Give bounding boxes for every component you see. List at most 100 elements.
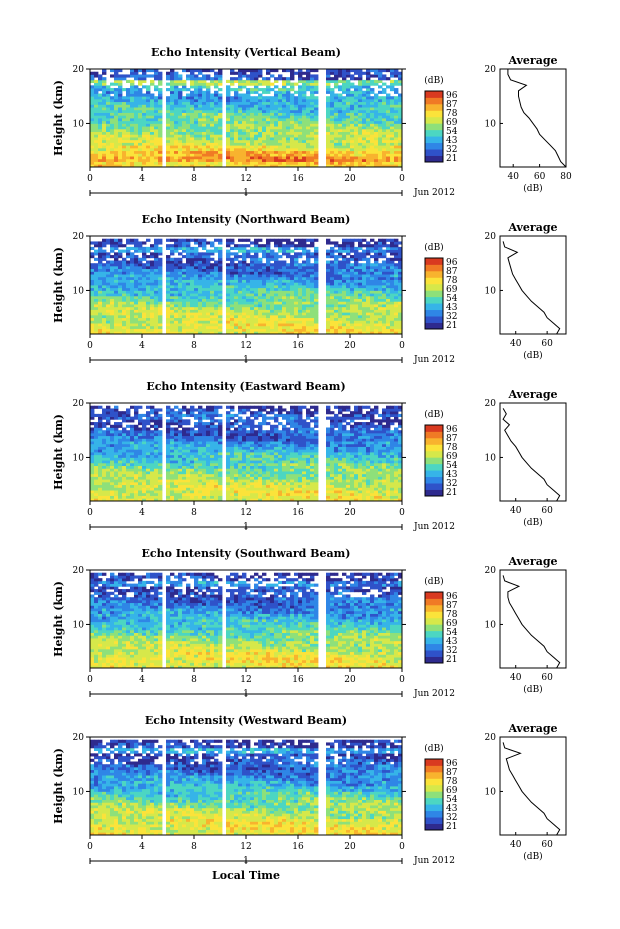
heatmap-cell: [242, 120, 247, 124]
heatmap-cell: [218, 109, 223, 113]
heatmap-cell: [198, 314, 203, 319]
heatmap-cell: [398, 134, 403, 138]
heatmap-cell: [278, 123, 283, 127]
heatmap-cell: [362, 293, 367, 297]
heatmap-cell: [194, 147, 199, 152]
heatmap-cell: [166, 309, 171, 313]
heatmap-cell: [230, 153, 235, 157]
heatmap-cell: [254, 304, 259, 308]
heatmap-cell: [234, 139, 239, 143]
heatmap-cell: [278, 150, 283, 154]
heatmap-cell: [294, 131, 299, 135]
heatmap-cell: [238, 118, 243, 122]
heatmap-cell: [282, 260, 287, 264]
heatmap-cell: [166, 156, 171, 160]
heatmap-cell: [90, 112, 95, 116]
heatmap-cell: [142, 112, 147, 116]
heatmap-cell: [282, 282, 287, 286]
heatmap-cell: [294, 123, 299, 127]
heatmap-cell: [362, 98, 367, 103]
heatmap-cell: [350, 263, 355, 267]
heatmap-cell: [174, 246, 179, 251]
heatmap-cell: [302, 142, 307, 146]
heatmap-cell: [298, 331, 303, 335]
heatmap-cell: [378, 279, 383, 283]
heatmap-cell: [214, 115, 219, 119]
heatmap-cell: [394, 96, 399, 100]
heatmap-cell: [90, 118, 95, 122]
heatmap-cell: [182, 238, 187, 242]
heatmap-cell: [278, 90, 283, 94]
heatmap-cell: [370, 301, 375, 305]
heatmap-cell: [134, 145, 139, 149]
heatmap-cell: [150, 312, 155, 316]
heatmap-cell: [154, 314, 159, 319]
heatmap-cell: [226, 314, 231, 319]
heatmap-cell: [262, 271, 267, 275]
heatmap-cell: [154, 120, 159, 124]
heatmap-cell: [266, 88, 271, 92]
heatmap-cell: [126, 282, 131, 286]
heatmap-cell: [294, 158, 299, 162]
heatmap-cell: [202, 112, 207, 116]
heatmap-cell: [326, 79, 331, 84]
heatmap-cell: [158, 88, 163, 92]
heatmap-cell: [90, 79, 95, 84]
heatmap-cell: [246, 96, 251, 100]
heatmap-cell: [186, 139, 191, 143]
heatmap-cell: [98, 265, 103, 270]
heatmap-cell: [178, 257, 183, 261]
heatmap-cell: [182, 244, 187, 248]
heatmap-cell: [314, 306, 319, 310]
heatmap-cell: [130, 96, 135, 100]
heatmap-cell: [234, 263, 239, 267]
heatmap-cell: [274, 320, 279, 324]
heatmap-cell: [278, 312, 283, 316]
heatmap-cell: [306, 328, 311, 332]
heatmap-cell: [362, 145, 367, 149]
heatmap-cell: [270, 139, 275, 143]
heatmap-cell: [226, 145, 231, 149]
heatmap-cell: [94, 282, 99, 286]
heatmap-cell: [182, 104, 187, 108]
heatmap-cell: [234, 98, 239, 103]
heatmap-cell: [206, 312, 211, 316]
heatmap-cell: [206, 309, 211, 313]
heatmap-cell: [226, 255, 231, 259]
heatmap-cell: [206, 104, 211, 108]
heatmap-cell: [250, 279, 255, 283]
heatmap-cell: [126, 317, 131, 321]
heatmap-cell: [358, 312, 363, 316]
heatmap-cell: [342, 131, 347, 135]
heatmap-cell: [178, 314, 183, 319]
heatmap-cell: [170, 323, 175, 327]
heatmap-cell: [138, 265, 143, 270]
heatmap-cell: [390, 69, 395, 73]
heatmap-cell: [330, 107, 335, 111]
heatmap-cell: [194, 156, 199, 160]
heatmap-cell: [186, 320, 191, 324]
heatmap-cell: [346, 153, 351, 157]
heatmap-cell: [150, 301, 155, 305]
heatmap-cell: [330, 104, 335, 108]
heatmap-cell: [258, 69, 263, 73]
heatmap-cell: [326, 279, 331, 283]
heatmap-cell: [314, 109, 319, 113]
heatmap-cell: [386, 295, 391, 300]
heatmap-cell: [354, 287, 359, 291]
heatmap-cell: [330, 161, 335, 165]
heatmap-cell: [166, 260, 171, 264]
heatmap-cell: [226, 312, 231, 316]
heatmap-cell: [394, 147, 399, 152]
heatmap-cell: [362, 328, 367, 332]
heatmap-cell: [102, 118, 107, 122]
heatmap-cell: [198, 298, 203, 302]
heatmap-cell: [370, 126, 375, 130]
heatmap-cell: [202, 85, 207, 89]
heatmap-cell: [138, 120, 143, 124]
heatmap-cell: [178, 298, 183, 302]
heatmap-cell: [282, 244, 287, 248]
heatmap-cell: [246, 312, 251, 316]
heatmap-cell: [386, 115, 391, 119]
heatmap-cell: [302, 314, 307, 319]
